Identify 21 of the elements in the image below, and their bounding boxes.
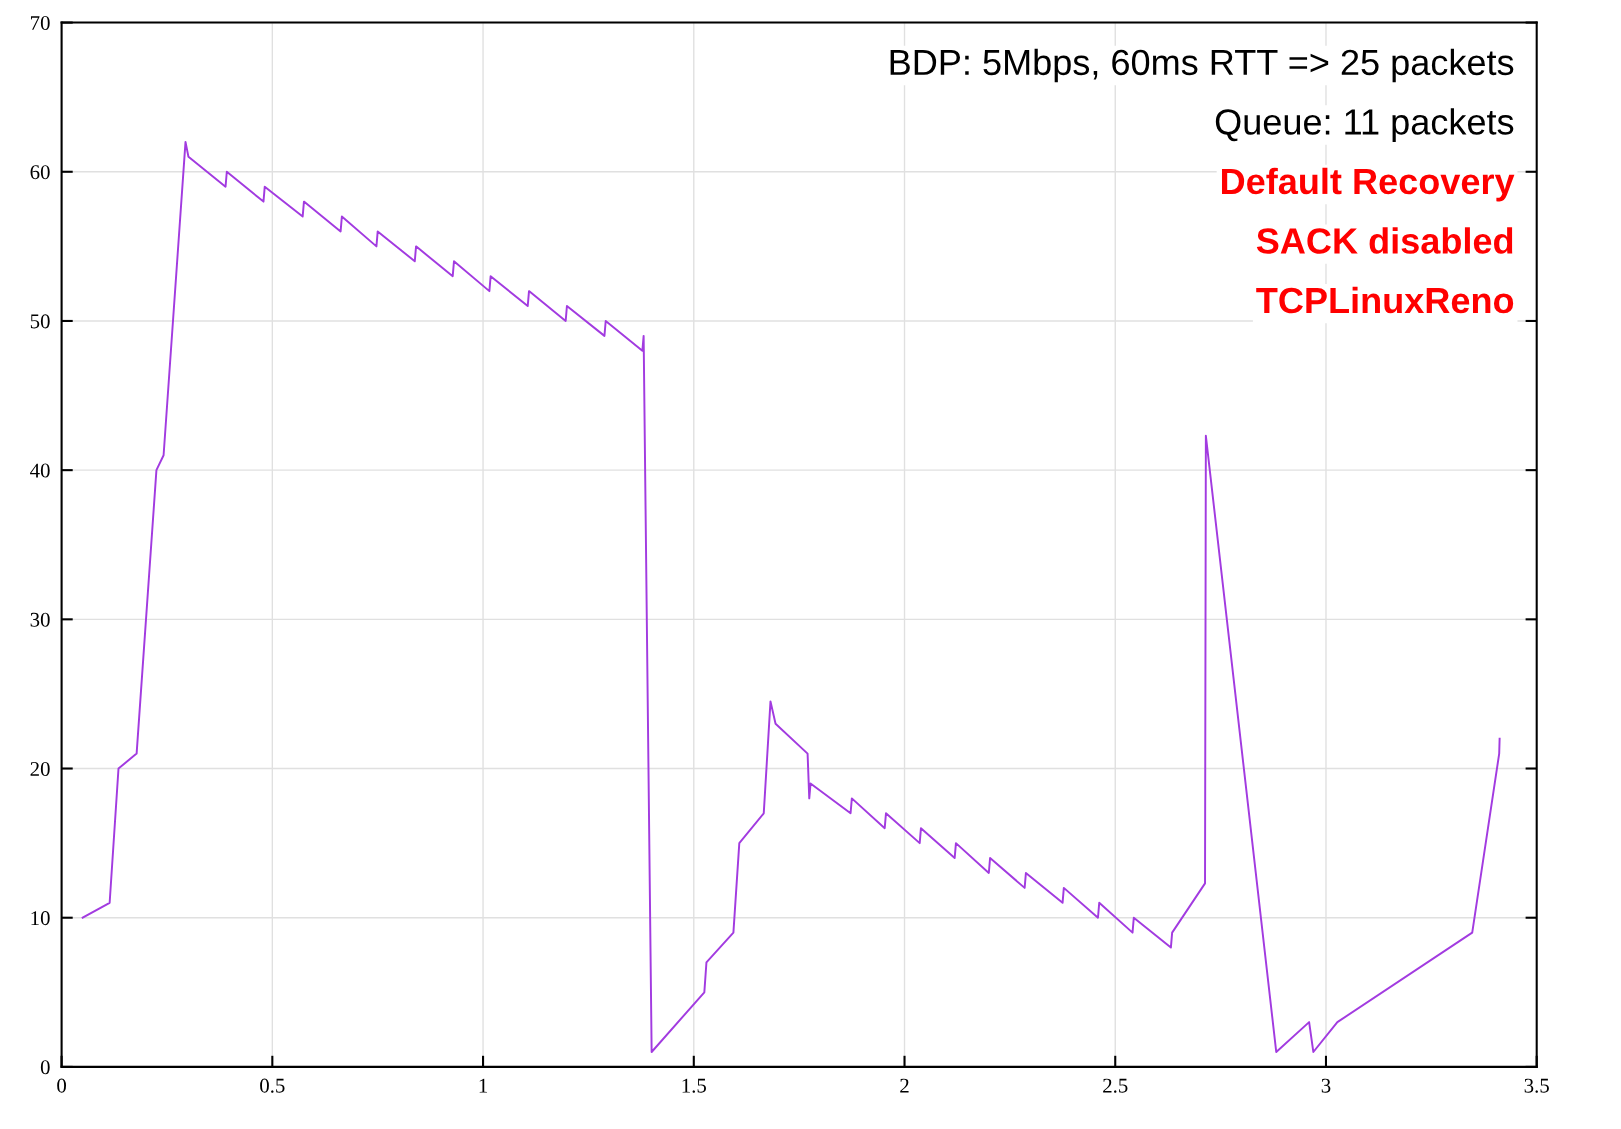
y-tick-label: 70 <box>31 15 50 31</box>
annotation: TCPLinuxReno <box>1256 286 1514 314</box>
x-tick-label: 1.5 <box>682 1078 706 1093</box>
x-tick-label: 2 <box>900 1078 909 1093</box>
y-tick-label: 0 <box>40 1060 50 1075</box>
x-tick-label: 0.5 <box>260 1078 285 1093</box>
x-tick-label: 1 <box>479 1078 488 1093</box>
annotation: SACK disabled <box>1256 227 1513 254</box>
x-tick-label: 3.5 <box>1524 1078 1549 1093</box>
x-tick-label: 0 <box>57 1078 67 1093</box>
y-tick-label: 20 <box>30 761 50 776</box>
x-tick-label: 3 <box>1321 1078 1331 1093</box>
y-tick-label: 50 <box>30 314 50 329</box>
y-tick-label: 10 <box>31 911 50 926</box>
annotation: Default Recovery <box>1221 167 1515 202</box>
y-tick-label: 30 <box>30 612 50 627</box>
x-tick-label: 2.5 <box>1103 1078 1128 1093</box>
annotation: Queue: 11 packets <box>1215 108 1514 142</box>
y-tick-label: 60 <box>30 165 50 180</box>
annotation: BDP: 5Mbps, 60ms RTT => 25 packets <box>890 48 1514 83</box>
y-tick-label: 40 <box>30 463 50 478</box>
